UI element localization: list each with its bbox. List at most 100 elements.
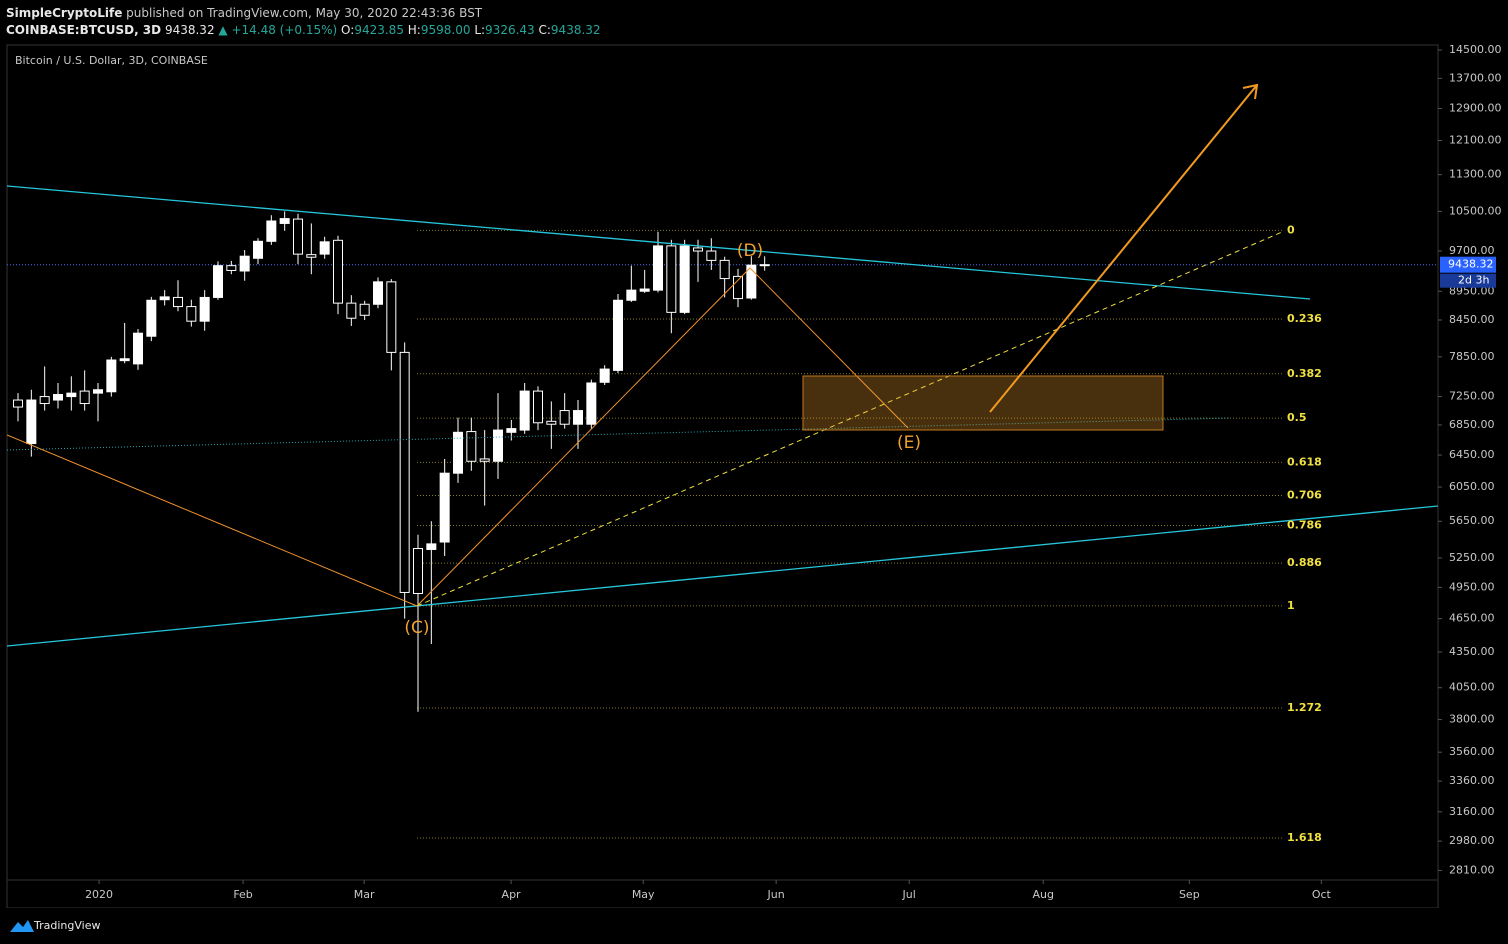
y-tick-label: 6050.00 — [1449, 480, 1495, 493]
candle-body — [79, 390, 90, 405]
y-tick-label: 3560.00 — [1449, 745, 1495, 758]
candle-body — [199, 296, 210, 322]
candle-body — [439, 472, 450, 543]
y-tick-label: 5650.00 — [1449, 514, 1495, 527]
candle-body — [93, 389, 103, 394]
candle-body — [413, 548, 423, 594]
candle-body — [39, 396, 50, 405]
candle-body — [293, 218, 303, 255]
y-tick-label: 4950.00 — [1449, 580, 1495, 593]
wave-label: (E) — [897, 433, 921, 453]
y-tick-label: 8450.00 — [1449, 313, 1495, 326]
candle-body — [586, 382, 597, 425]
ohlc-key: L: — [474, 23, 485, 37]
wave-label: (C) — [404, 618, 429, 638]
x-tick-label: Aug — [1032, 888, 1053, 901]
y-tick-label: 5250.00 — [1449, 551, 1495, 564]
footer — [0, 908, 1508, 944]
x-tick-label: May — [632, 888, 655, 901]
y-tick-label: 2980.00 — [1449, 834, 1495, 847]
drawings — [7, 83, 1438, 647]
fib-label: 0 — [1287, 223, 1295, 236]
candle-body — [13, 399, 23, 408]
trend-line — [7, 185, 1311, 300]
candle-body — [506, 428, 517, 433]
fib-label: 0.236 — [1287, 312, 1322, 325]
candle-body — [239, 255, 250, 272]
y-tick-label: 10500.00 — [1449, 204, 1502, 217]
fib-levels — [417, 229, 1282, 839]
candle-body — [679, 245, 690, 313]
wave-label: (D) — [737, 241, 763, 261]
countdown-tag — [1440, 273, 1496, 288]
ohlc-value: 9326.43 — [485, 23, 535, 37]
candle-body — [746, 264, 757, 299]
candle-body — [346, 302, 357, 319]
candle-body — [626, 289, 637, 301]
candles — [7, 211, 1438, 712]
change: ▲ +14.48 (+0.15%) — [218, 23, 337, 37]
ohlc-key: C: — [539, 23, 551, 37]
candle-body — [26, 399, 37, 445]
candle-body — [133, 332, 143, 365]
fib-label: 0.5 — [1287, 411, 1307, 424]
fib-label: 0.786 — [1287, 519, 1322, 532]
candle-body — [599, 368, 610, 383]
x-tick-label: Jun — [767, 888, 785, 901]
y-tick-label: 3360.00 — [1449, 774, 1495, 787]
y-tick-label: 7250.00 — [1449, 390, 1495, 403]
candle-body — [146, 299, 157, 337]
logo — [10, 920, 34, 932]
candle-body — [319, 241, 330, 255]
candle-body — [333, 239, 343, 304]
x-tick-label: Apr — [502, 888, 522, 901]
candle-body — [666, 245, 677, 313]
candle-body — [546, 420, 557, 425]
candle-body — [226, 265, 237, 271]
fib-label: 0.618 — [1287, 455, 1322, 468]
candle-body — [213, 265, 223, 298]
candle-body — [186, 306, 197, 322]
y-tick-label: 7850.00 — [1449, 350, 1495, 363]
candle-body — [693, 247, 703, 252]
axes: 14500.00 13700.00 12900.00 12100.00 11300.00… — [85, 43, 1501, 901]
y-tick-label: 2810.00 — [1449, 863, 1495, 876]
x-tick-label: Oct — [1312, 888, 1332, 901]
candle-body — [373, 281, 383, 305]
candle-body — [279, 218, 290, 224]
candle-body — [559, 410, 570, 425]
candle-body — [173, 296, 183, 308]
dashed-line — [416, 231, 1283, 607]
target-zone — [802, 375, 1164, 431]
arrow-head — [1242, 83, 1259, 100]
candle-body — [493, 429, 503, 462]
candle-body — [399, 351, 410, 593]
author: SimpleCryptoLife — [6, 6, 122, 20]
candle-body — [306, 254, 317, 258]
ohlc-key: O: — [341, 23, 354, 37]
candle-body — [573, 410, 583, 425]
y-tick-label: 12900.00 — [1449, 101, 1502, 114]
candle-body — [426, 543, 437, 550]
fib-label: 1.272 — [1287, 701, 1322, 714]
chart-title: Bitcoin / U.S. Dollar, 3D, COINBASE — [15, 54, 208, 67]
candle-body — [733, 275, 743, 300]
candle-body — [386, 281, 397, 353]
candle-body — [479, 458, 490, 462]
y-tick-label: 3160.00 — [1449, 805, 1495, 818]
trend-line — [7, 505, 1438, 647]
last-price: 9438.32 — [165, 23, 215, 37]
fib-label: 1.618 — [1287, 831, 1322, 844]
y-tick-label: 3800.00 — [1449, 713, 1495, 726]
candle-body — [106, 359, 117, 393]
candle-body — [639, 288, 650, 292]
candle-body — [466, 431, 477, 462]
y-tick-label: 12100.00 — [1449, 133, 1502, 146]
candle-body — [159, 296, 170, 301]
candle-body — [53, 394, 63, 401]
y-tick-label: 4650.00 — [1449, 612, 1495, 625]
last-price-label: 9438.32 — [1448, 258, 1494, 271]
fib-label: 0.886 — [1287, 556, 1322, 569]
candle-body — [719, 259, 730, 280]
